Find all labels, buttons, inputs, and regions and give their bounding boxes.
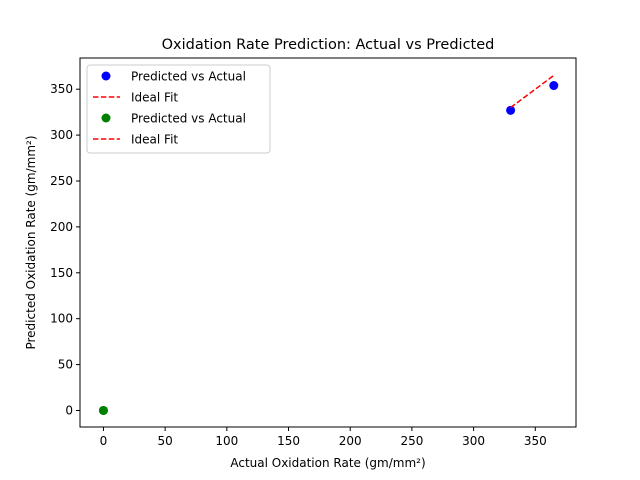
legend-label: Ideal Fit — [131, 133, 178, 147]
y-tick-label: 0 — [65, 403, 73, 417]
x-tick-label: 350 — [524, 434, 547, 448]
chart-title: Oxidation Rate Prediction: Actual vs Pre… — [162, 37, 495, 53]
ideal-fit-line-series-1 — [510, 74, 555, 109]
y-tick-label: 200 — [50, 220, 73, 234]
y-tick-label: 150 — [50, 266, 73, 280]
legend-label: Predicted vs Actual — [131, 112, 246, 126]
y-axis-ticks: 0 50 100 150 200 250 300 350 — [50, 82, 80, 417]
x-axis-label: Actual Oxidation Rate (gm/mm²) — [230, 456, 425, 470]
legend-label: Predicted vs Actual — [131, 70, 246, 84]
y-tick-label: 250 — [50, 174, 73, 188]
y-tick-label: 350 — [50, 82, 73, 96]
legend-box — [86, 64, 271, 154]
legend-marker — [101, 71, 111, 81]
x-tick-label: 100 — [215, 434, 238, 448]
legend: Predicted vs Actual Ideal Fit Predicted vs… — [86, 64, 271, 154]
x-tick-label: 250 — [400, 434, 423, 448]
plot-frame — [79, 57, 577, 428]
y-tick-label: 50 — [58, 358, 73, 372]
x-tick-label: 300 — [462, 434, 485, 448]
x-tick-label: 50 — [157, 434, 172, 448]
y-tick-label: 300 — [50, 128, 73, 142]
y-axis-label: Predicted Oxidation Rate (gm/mm²) — [24, 135, 38, 349]
legend-label: Ideal Fit — [131, 91, 178, 105]
x-tick-label: 200 — [339, 434, 362, 448]
x-axis-ticks: 0 50 100 150 200 250 300 350 — [100, 427, 547, 448]
data-point-series-2 — [98, 405, 108, 415]
data-point-series-0 — [506, 105, 516, 115]
plot-area — [98, 74, 559, 415]
y-tick-label: 100 — [50, 312, 73, 326]
x-tick-label: 0 — [100, 434, 108, 448]
data-point-series-0 — [549, 81, 559, 91]
legend-marker — [101, 113, 111, 123]
x-tick-label: 150 — [277, 434, 300, 448]
